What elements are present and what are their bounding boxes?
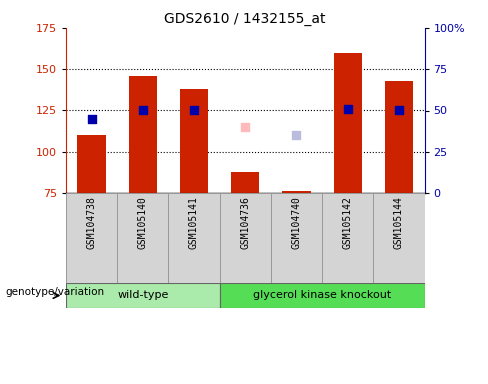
Bar (322, 193, 373, 283)
Point (139, 108, 147, 114)
Bar (385, 81, 413, 193)
Bar (66, 283, 220, 308)
Bar (129, 76, 157, 193)
Bar (334, 53, 362, 193)
Bar (283, 191, 310, 193)
Bar (373, 193, 425, 283)
Point (190, 108, 198, 114)
Bar (231, 172, 259, 193)
Text: glycerol kinase knockout: glycerol kinase knockout (253, 291, 391, 301)
Text: GSM104736: GSM104736 (240, 196, 250, 248)
Text: GSM105144: GSM105144 (394, 196, 404, 248)
Text: GSM105140: GSM105140 (138, 196, 148, 248)
Bar (220, 193, 271, 283)
Bar (168, 193, 220, 283)
Point (395, 108, 403, 114)
Bar (180, 89, 208, 193)
Text: genotype/variation: genotype/variation (5, 287, 104, 297)
Point (293, 132, 301, 138)
Text: GSM104740: GSM104740 (291, 196, 302, 248)
Bar (220, 283, 425, 308)
Bar (117, 193, 168, 283)
Text: GSM104738: GSM104738 (86, 196, 97, 248)
Bar (271, 193, 322, 283)
Bar (66, 193, 117, 283)
Text: wild-type: wild-type (117, 291, 168, 301)
Title: GDS2610 / 1432155_at: GDS2610 / 1432155_at (164, 12, 326, 26)
Point (344, 106, 352, 112)
Text: GSM105141: GSM105141 (189, 196, 199, 248)
Point (88, 116, 96, 122)
Point (242, 124, 249, 130)
Text: GSM105142: GSM105142 (343, 196, 353, 248)
Bar (78, 135, 105, 193)
